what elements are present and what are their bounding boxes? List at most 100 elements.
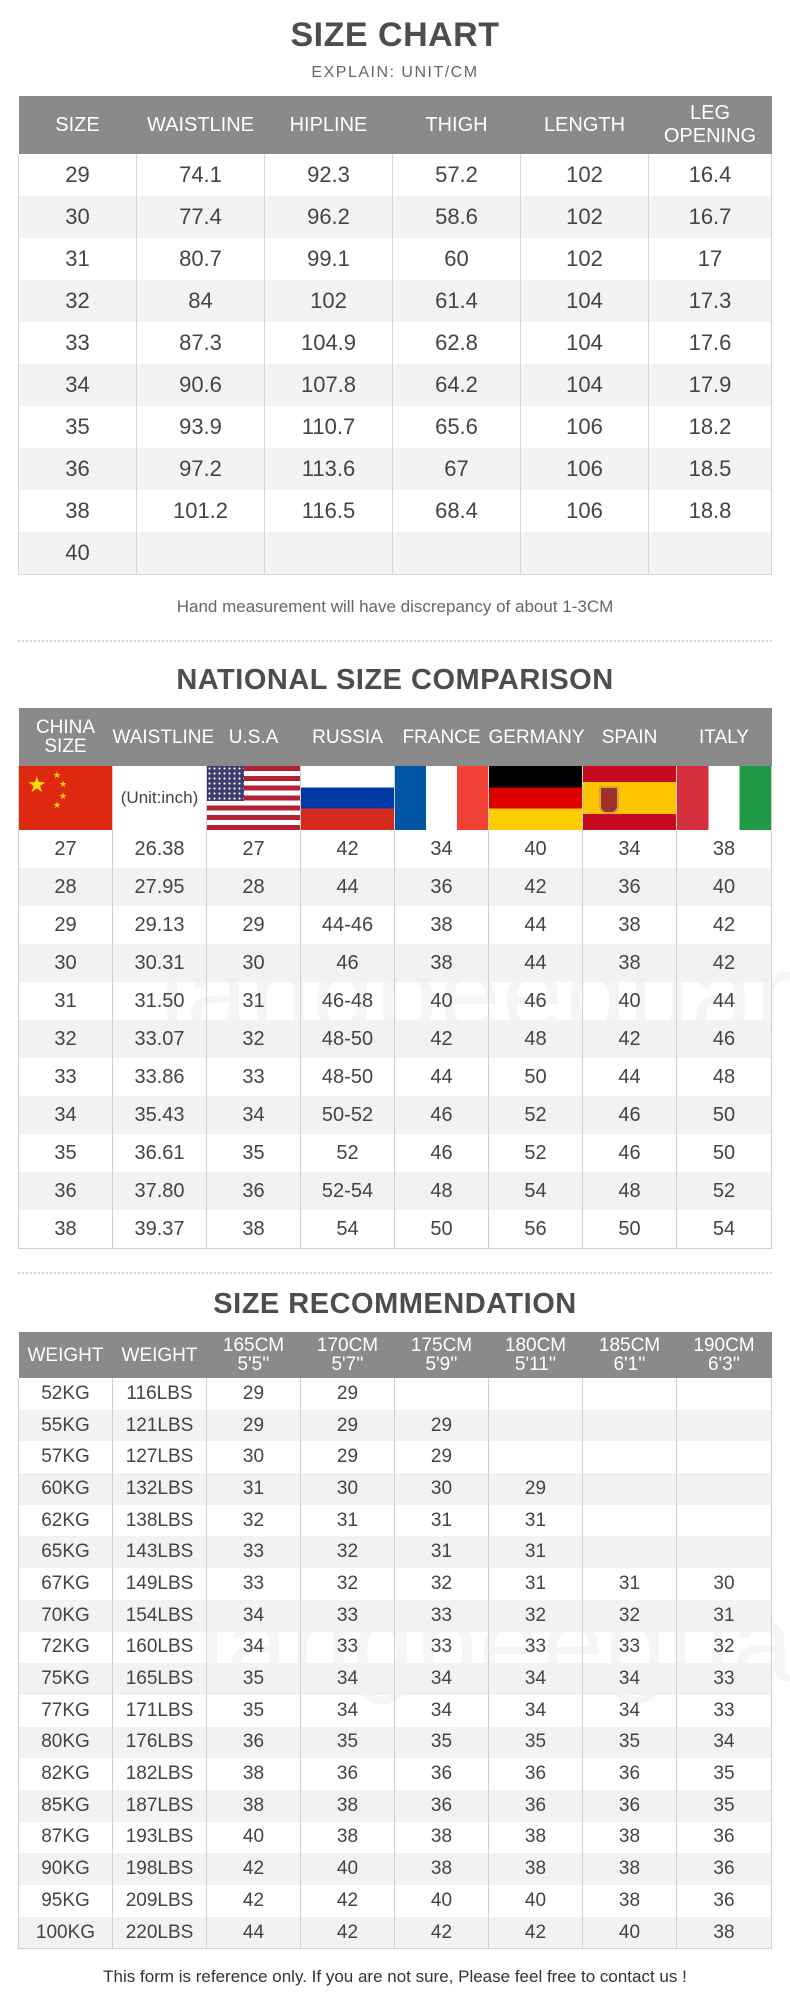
table-cell: 29 bbox=[300, 1441, 395, 1474]
table-cell: 35 bbox=[488, 1726, 583, 1759]
france-flag-icon bbox=[395, 766, 488, 830]
table-cell: 18.2 bbox=[648, 406, 772, 448]
table-cell: 31 bbox=[676, 1599, 772, 1632]
table-cell: 29.13 bbox=[112, 906, 207, 944]
china-flag-cell: ★ ★ ★ ★ ★ bbox=[18, 766, 113, 830]
table-cell: 95KG bbox=[18, 1885, 113, 1917]
table-cell: 40 bbox=[18, 532, 137, 575]
table-cell bbox=[648, 532, 772, 575]
table-cell: 18.5 bbox=[648, 448, 772, 490]
table-cell: 31 bbox=[394, 1504, 489, 1537]
table-cell: 30 bbox=[206, 1441, 301, 1474]
table-cell: 67KG bbox=[18, 1568, 113, 1600]
table-cell: 104 bbox=[520, 280, 649, 322]
table-cell: 68.4 bbox=[392, 490, 521, 532]
national-comparison-title: NATIONAL SIZE COMPARISON bbox=[176, 664, 614, 696]
table-cell: 58.6 bbox=[392, 196, 521, 238]
table-cell: 149LBS bbox=[112, 1568, 207, 1600]
table-cell: 38 bbox=[300, 1821, 395, 1854]
table-cell: 33 bbox=[206, 1058, 301, 1096]
table-cell: 42 bbox=[676, 906, 772, 944]
table-cell: 38 bbox=[488, 1821, 583, 1854]
table-cell: 35 bbox=[206, 1134, 301, 1172]
table-cell: 106 bbox=[520, 448, 649, 490]
russia-flag-cell bbox=[300, 766, 395, 830]
table-row: 38 39.37 38 54 50 56 50 54 bbox=[18, 1210, 772, 1249]
table-cell: 104 bbox=[520, 364, 649, 406]
column-header: HIPLINE bbox=[264, 96, 393, 154]
table-row: 33 87.3 104.9 62.8 104 17.6 bbox=[18, 322, 772, 364]
table-row: 65KG 143LBS 33 32 31 31 bbox=[18, 1536, 772, 1569]
table-row: 31 80.7 99.1 60 102 17 bbox=[18, 238, 772, 280]
table-cell: 29 bbox=[300, 1378, 395, 1410]
table-cell: 60 bbox=[392, 238, 521, 280]
table-row: 35 93.9 110.7 65.6 106 18.2 bbox=[18, 406, 772, 448]
table-cell: 102 bbox=[520, 196, 649, 238]
divider bbox=[18, 640, 772, 642]
table-cell: 33.86 bbox=[112, 1058, 207, 1096]
table-row: 36 37.80 36 52-54 48 54 48 52 bbox=[18, 1172, 772, 1210]
table-cell: 34 bbox=[206, 1599, 301, 1632]
table-cell: 52 bbox=[488, 1096, 583, 1134]
national-comparison-table: CHINA SIZE WAISTLINE U.S.A RUSSIA FRANCE GERM… bbox=[18, 708, 772, 1249]
table-cell: 46 bbox=[582, 1096, 677, 1134]
table-cell: 46 bbox=[488, 982, 583, 1020]
table-cell bbox=[582, 1536, 677, 1569]
table-cell: 34 bbox=[676, 1726, 772, 1759]
table-cell: 34 bbox=[394, 1694, 489, 1727]
table-cell: 36 bbox=[18, 1172, 113, 1210]
table-cell: 46 bbox=[300, 944, 395, 982]
table-cell: 18.8 bbox=[648, 490, 772, 532]
table-cell: 46 bbox=[676, 1020, 772, 1058]
table-cell: 34 bbox=[488, 1694, 583, 1727]
table-row: 62KG 138LBS 32 31 31 31 bbox=[18, 1504, 772, 1537]
table-cell: 31 bbox=[582, 1568, 677, 1600]
table-cell bbox=[676, 1473, 772, 1505]
table-cell: 132LBS bbox=[112, 1473, 207, 1505]
table-cell: 31 bbox=[300, 1504, 395, 1537]
table-cell: 48 bbox=[488, 1020, 583, 1058]
table-cell: 35 bbox=[18, 1134, 113, 1172]
table-cell bbox=[582, 1409, 677, 1442]
table-cell: 38 bbox=[394, 944, 489, 982]
table-cell: 80KG bbox=[18, 1726, 113, 1759]
table-cell: 55KG bbox=[18, 1409, 113, 1442]
column-header: WEIGHT bbox=[112, 1332, 207, 1378]
table-cell: 38 bbox=[488, 1853, 583, 1885]
table-cell: 193LBS bbox=[112, 1821, 207, 1854]
table-cell: 17.9 bbox=[648, 364, 772, 406]
recommendation-header-row: WEIGHT WEIGHT 165CM 5'5'' 170CM 5'7'' 175CM 5'9… bbox=[18, 1332, 772, 1378]
table-cell: 38 bbox=[582, 906, 677, 944]
table-row: 40 bbox=[18, 532, 772, 575]
table-cell: 38 bbox=[582, 944, 677, 982]
table-row: 60KG 132LBS 31 30 30 29 bbox=[18, 1473, 772, 1505]
table-cell: 27 bbox=[206, 830, 301, 868]
table-cell: 31 bbox=[488, 1504, 583, 1537]
table-cell: 72KG bbox=[18, 1631, 113, 1664]
table-cell: 110.7 bbox=[264, 406, 393, 448]
table-cell: 36 bbox=[300, 1758, 395, 1790]
table-cell: 102 bbox=[520, 154, 649, 196]
table-cell: 38 bbox=[676, 1916, 772, 1949]
table-cell: 46 bbox=[394, 1134, 489, 1172]
table-cell: 34 bbox=[394, 1663, 489, 1695]
table-cell: 17 bbox=[648, 238, 772, 280]
table-row: 82KG 182LBS 38 36 36 36 36 35 bbox=[18, 1758, 772, 1790]
table-cell: 36 bbox=[582, 868, 677, 906]
germany-flag-cell bbox=[488, 766, 583, 830]
table-cell: 29 bbox=[488, 1473, 583, 1505]
size-chart-table: SIZE WAISTLINE HIPLINE THIGH LENGTH LEG OPENI… bbox=[18, 96, 772, 575]
table-row: 29 74.1 92.3 57.2 102 16.4 bbox=[18, 154, 772, 196]
table-cell: 33 bbox=[300, 1631, 395, 1664]
header-top-label: WEIGHT bbox=[121, 1344, 198, 1366]
header-bottom-label: 5'7'' bbox=[331, 1354, 364, 1375]
table-cell: 38 bbox=[206, 1210, 301, 1249]
table-cell: 44 bbox=[676, 982, 772, 1020]
table-cell: 42 bbox=[206, 1885, 301, 1917]
table-cell: 34 bbox=[394, 830, 489, 868]
table-cell: 35 bbox=[300, 1726, 395, 1759]
table-row: 36 97.2 113.6 67 106 18.5 bbox=[18, 448, 772, 490]
table-cell: 113.6 bbox=[264, 448, 393, 490]
table-cell: 82KG bbox=[18, 1758, 113, 1790]
table-cell: 34 bbox=[18, 1096, 113, 1134]
